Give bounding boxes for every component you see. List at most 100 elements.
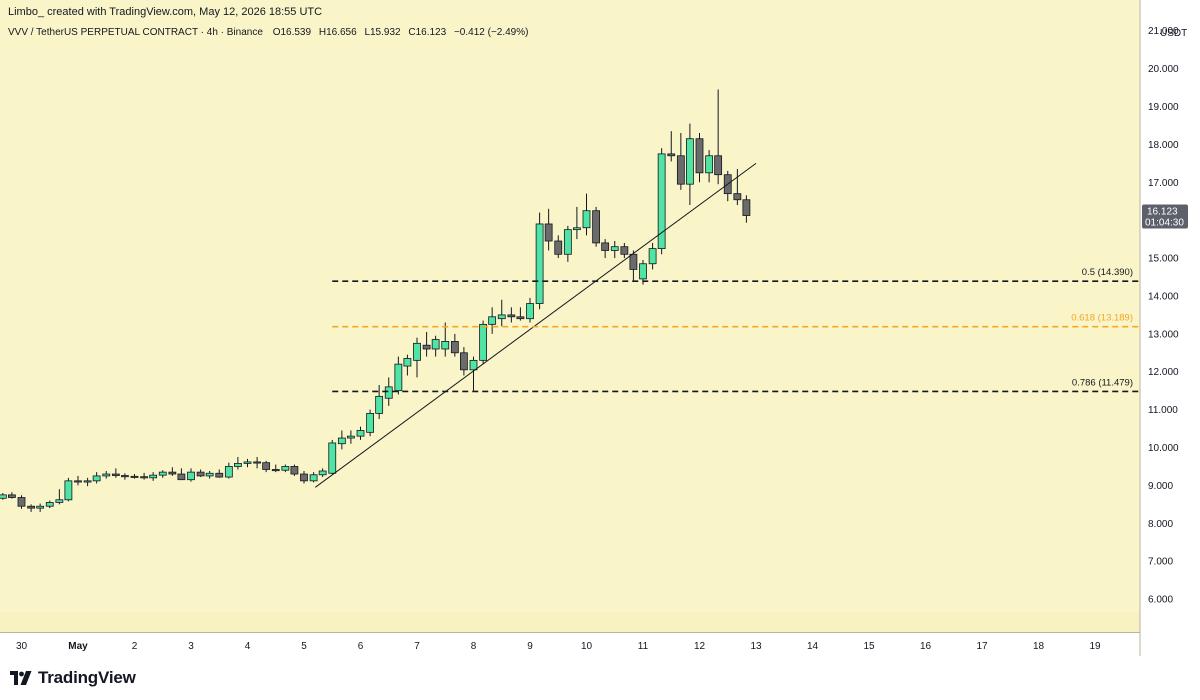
candle-body <box>497 314 506 320</box>
candle-down <box>714 89 723 185</box>
candle-down <box>262 460 271 473</box>
last-price-tag: 16.123 01:04:30 <box>1142 204 1188 229</box>
candle-up <box>685 123 694 206</box>
time-axis-ticks: 30 May 2 3 4 5 6 7 8 9 10 11 12 13 14 15 16 17 18 19 <box>16 641 1101 652</box>
candle-body <box>479 323 488 361</box>
candle-up <box>36 503 45 512</box>
time-tick-label: 9 <box>527 641 533 652</box>
price-tick-label: 12.000 <box>1148 367 1179 378</box>
candle-body <box>516 316 525 320</box>
candle-body <box>205 472 214 477</box>
candle-body <box>55 499 64 503</box>
candle-body <box>648 248 657 265</box>
price-tick-label: 10.000 <box>1148 443 1179 454</box>
price-tick-label: 18.000 <box>1148 140 1179 151</box>
candle-body <box>714 155 723 176</box>
time-tick-label: 15 <box>863 641 875 652</box>
candle-up <box>394 356 403 395</box>
candle-up <box>375 384 384 420</box>
currency-label[interactable]: USDT <box>1160 28 1187 39</box>
price-tick-label: 8.000 <box>1148 519 1173 530</box>
candle-up <box>469 356 478 391</box>
candle-down <box>667 131 676 162</box>
trendline[interactable] <box>315 162 757 488</box>
candle-down <box>168 467 177 476</box>
candle-body <box>676 155 685 185</box>
candle-body <box>168 471 177 475</box>
candle-up <box>55 489 64 505</box>
time-tick-label: 18 <box>1033 641 1045 652</box>
candle-down <box>120 473 129 480</box>
candle-body <box>639 263 647 280</box>
candle-up <box>205 470 214 479</box>
candle-body <box>733 193 742 201</box>
time-tick-label: 13 <box>750 641 762 652</box>
candles-layer <box>0 89 751 512</box>
candle-body <box>64 480 73 501</box>
candle-down <box>507 307 516 323</box>
time-tick-label: 6 <box>358 641 364 652</box>
candle-body <box>158 471 167 476</box>
candle-up <box>366 409 375 437</box>
candle-body <box>422 344 431 350</box>
candle-body <box>83 480 92 483</box>
candle-body <box>488 316 497 325</box>
fib-level-label: 0.5 (14.390) <box>1082 267 1133 278</box>
candle-up <box>582 193 591 236</box>
time-tick-label: 12 <box>694 641 706 652</box>
candle-up <box>318 468 327 478</box>
candle-body <box>375 395 384 414</box>
candle-body <box>92 475 101 482</box>
candle-up <box>413 337 421 378</box>
candle-body <box>459 352 468 371</box>
price-tick-label: 19.000 <box>1148 102 1179 113</box>
candle-body <box>384 386 393 399</box>
candle-down <box>742 195 751 223</box>
candle-down <box>290 464 299 476</box>
candle-body <box>337 437 346 445</box>
candle-body <box>629 253 638 270</box>
candle-down <box>695 133 704 183</box>
candle-body <box>328 442 337 474</box>
last-price-tag-box <box>1142 204 1188 229</box>
candle-up <box>102 470 111 479</box>
candle-up <box>526 297 534 323</box>
time-tick-label: 14 <box>807 641 819 652</box>
ohlc-close: C16.123 <box>408 27 446 38</box>
candle-up <box>92 472 101 484</box>
price-tick-label: 11.000 <box>1148 405 1178 416</box>
plot-background <box>0 0 1140 632</box>
candle-down <box>554 235 563 259</box>
candle-up <box>83 477 92 487</box>
plot-bottom-band <box>0 612 1140 632</box>
candle-body <box>281 466 290 471</box>
time-axis-background <box>0 632 1140 656</box>
time-tick-label: 11 <box>638 641 649 652</box>
time-tick-label: 10 <box>581 641 593 652</box>
candle-body <box>0 494 7 499</box>
candle-body <box>346 435 355 439</box>
candle-body <box>36 505 45 509</box>
candle-up <box>384 377 393 406</box>
candle-up <box>431 335 440 357</box>
time-tick-label: 19 <box>1089 641 1101 652</box>
candle-up <box>479 320 488 365</box>
candle-body <box>262 462 271 470</box>
candle-body <box>441 341 450 350</box>
tradingview-logo[interactable]: TradingView <box>10 668 136 688</box>
time-tick-label: 8 <box>471 641 477 652</box>
candle-down <box>27 504 36 512</box>
candle-body <box>224 466 233 478</box>
candle-down <box>450 333 459 357</box>
candle-body <box>544 223 553 242</box>
candle-up <box>0 492 7 500</box>
candle-body <box>610 246 619 251</box>
last-price-value: 16.123 <box>1147 207 1178 218</box>
candle-body <box>450 341 459 354</box>
time-tick-label: 16 <box>920 641 932 652</box>
candle-down <box>629 250 638 281</box>
candle-body <box>685 138 694 185</box>
candle-body <box>526 303 534 320</box>
candle-body <box>187 471 195 481</box>
